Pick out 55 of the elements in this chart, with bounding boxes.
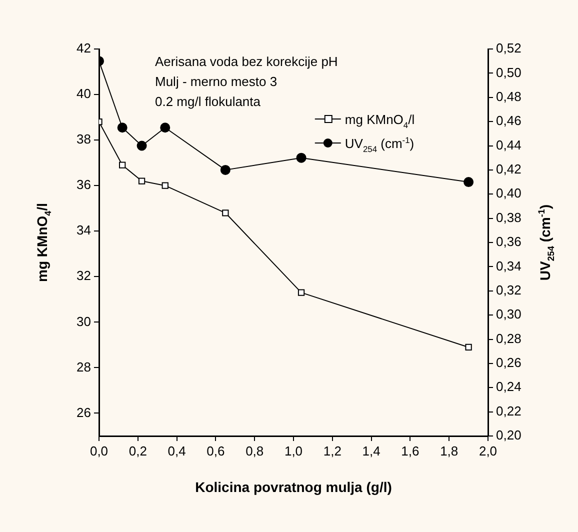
y2-axis-title: UV254 (cm-1) <box>536 204 556 281</box>
y2-tick-label: 0,32 <box>496 282 522 298</box>
point <box>220 164 230 175</box>
x-axis-title: Kolicina povratnog mulja (g/l) <box>195 479 392 495</box>
point <box>119 162 126 168</box>
x-tick-label: 0,0 <box>90 443 108 458</box>
y-axis-title: mg KMnO4/l <box>34 203 54 282</box>
y2-tick-label: 0,24 <box>496 379 522 394</box>
y2-tick-label: 0,48 <box>496 88 522 104</box>
y2-tick-label: 0,36 <box>496 234 522 250</box>
y-tick-label: 40 <box>76 86 91 102</box>
point <box>138 178 146 184</box>
x-tick-label: 1,8 <box>440 443 458 458</box>
point <box>298 289 305 296</box>
annotation: Aerisana voda bez korekcije pH <box>155 54 338 69</box>
point <box>136 140 147 151</box>
x-tick-label: 1,4 <box>362 443 380 458</box>
y2-tick-label: 0,26 <box>496 355 522 370</box>
y-tick-label: 26 <box>76 404 91 420</box>
y-tick-label: 32 <box>76 268 91 284</box>
y-tick-label: 28 <box>76 359 91 374</box>
y2-tick-label: 0,46 <box>496 113 522 128</box>
point <box>222 210 229 216</box>
y-tick-label: 38 <box>76 132 91 147</box>
point <box>162 182 168 189</box>
x-tick-label: 2,0 <box>478 443 498 458</box>
annotation: Mulj - merno mesto 3 <box>155 74 278 89</box>
y2-tick-label: 0,44 <box>496 137 522 152</box>
y2-tick-label: 0,38 <box>496 210 522 225</box>
y-tick-label: 34 <box>76 222 91 238</box>
x-tick-label: 0,6 <box>206 443 225 458</box>
y2-tick-label: 0,50 <box>496 64 522 80</box>
y2-tick-label: 0,34 <box>496 258 522 274</box>
point <box>160 122 170 133</box>
x-tick-label: 0,2 <box>128 443 147 458</box>
y2-tick-label: 0,22 <box>496 403 522 418</box>
y2-tick-label: 0,42 <box>496 162 522 177</box>
y2-tick-label: 0,30 <box>496 306 522 322</box>
y2-tick-label: 0,28 <box>496 330 522 346</box>
y2-tick-label: 0,52 <box>496 40 522 56</box>
point <box>465 344 472 351</box>
x-tick-label: 1,0 <box>284 443 303 458</box>
y-tick-label: 30 <box>76 314 91 329</box>
y-tick-label: 36 <box>76 177 91 192</box>
x-tick-label: 0,4 <box>168 443 186 458</box>
y2-tick-label: 0,20 <box>496 428 522 443</box>
x-tick-label: 1,6 <box>401 443 420 458</box>
x-tick-label: 0,8 <box>246 443 264 458</box>
point <box>117 122 128 133</box>
point <box>464 177 474 188</box>
annotation: 0.2 mg/l flokulanta <box>155 94 262 109</box>
point <box>296 152 306 163</box>
y2-tick-label: 0,40 <box>496 186 522 201</box>
x-tick-label: 1,2 <box>323 443 342 458</box>
y-tick-label: 42 <box>76 40 91 56</box>
